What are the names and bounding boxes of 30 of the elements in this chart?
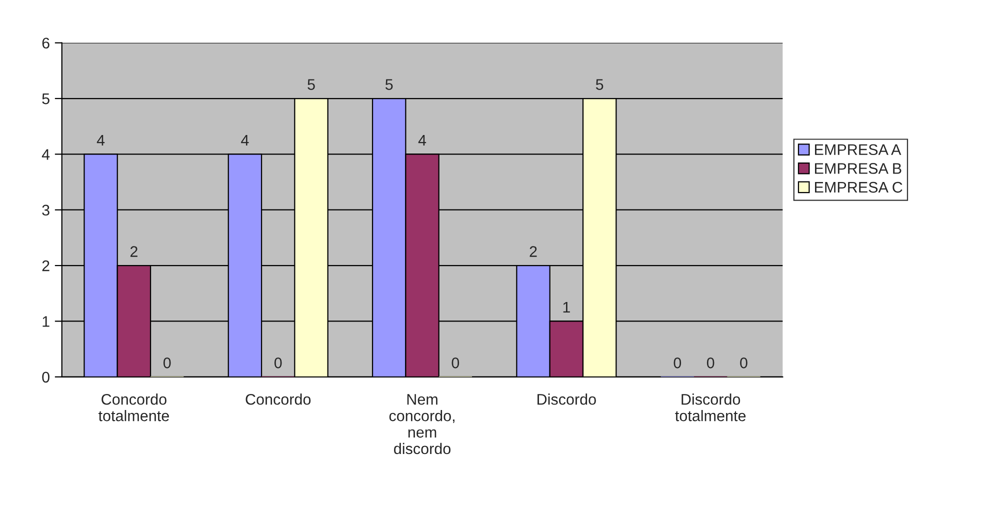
data-label: 0 [452,357,460,368]
y-tick-label: 4 [42,149,50,160]
legend-label: EMPRESA B [815,163,902,174]
legend-label: EMPRESA C [815,182,902,193]
data-label: 2 [530,246,537,257]
y-tick-label: 0 [42,372,50,383]
data-label: 4 [418,134,426,146]
y-tick-label: 6 [42,38,50,49]
y-tick-label: 2 [42,260,50,272]
data-label: 2 [130,246,138,257]
data-label: 4 [241,134,249,146]
y-tick-label: 1 [42,316,50,327]
data-label: 5 [385,79,393,90]
x-tick-label: Concordo [246,394,311,405]
y-tick-label: 5 [42,94,50,104]
data-label: 0 [674,357,682,368]
legend-label: EMPRESA A [815,144,902,156]
data-label: 4 [96,134,105,146]
data-label: 0 [706,357,714,368]
data-label: 0 [163,357,171,368]
y-tick-label: 3 [42,204,50,216]
data-label: 5 [308,79,315,90]
x-tick-label: Concordo totalmente [98,394,169,422]
x-tick-label: Discordo [538,394,596,405]
data-label: 5 [596,79,604,90]
data-label: 1 [563,302,570,312]
data-label: 0 [274,357,282,368]
x-tick-label: Nem concordo, nem discordo [389,394,454,454]
x-tick-label: Discordo totalmente [675,394,746,422]
data-label: 0 [740,357,748,368]
